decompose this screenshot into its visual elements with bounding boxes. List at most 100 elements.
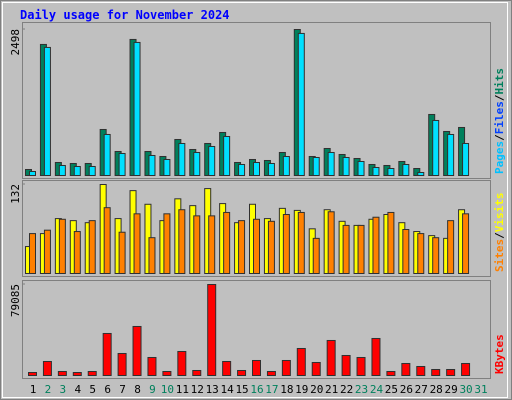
bar bbox=[447, 133, 455, 176]
bar bbox=[327, 151, 335, 176]
chart-title: Daily usage for November 2024 bbox=[20, 8, 230, 22]
bar bbox=[253, 218, 260, 274]
bar bbox=[342, 156, 350, 177]
bar bbox=[58, 218, 66, 274]
bar bbox=[402, 229, 410, 274]
bar bbox=[223, 211, 231, 274]
x-tick-label: 3 bbox=[60, 383, 67, 396]
bar bbox=[372, 216, 380, 275]
x-tick-label: 18 bbox=[280, 383, 293, 396]
bar bbox=[43, 229, 51, 275]
bar bbox=[208, 215, 216, 274]
bar bbox=[311, 361, 321, 377]
legend: Pages/Files/Hits bbox=[493, 68, 506, 174]
bar bbox=[386, 370, 396, 376]
bar bbox=[73, 165, 81, 177]
bar bbox=[267, 162, 275, 177]
bar bbox=[446, 368, 456, 376]
x-tick-label: 9 bbox=[149, 383, 156, 396]
bar bbox=[296, 347, 306, 377]
x-tick-label: 17 bbox=[265, 383, 278, 396]
bar bbox=[192, 369, 202, 377]
bar bbox=[312, 237, 320, 274]
x-tick-label: 13 bbox=[206, 383, 219, 396]
x-tick-label: 5 bbox=[89, 383, 96, 396]
frame-bevel bbox=[2, 2, 508, 398]
bar bbox=[223, 135, 231, 177]
panel bbox=[22, 22, 491, 179]
x-tick-label: 10 bbox=[161, 383, 174, 396]
bar bbox=[416, 365, 426, 377]
x-tick-label: 6 bbox=[104, 383, 111, 396]
x-tick-label: 14 bbox=[221, 383, 235, 396]
bar bbox=[341, 354, 351, 376]
x-tick-label: 4 bbox=[74, 383, 81, 396]
bar bbox=[148, 154, 156, 176]
bar bbox=[133, 41, 141, 177]
bar bbox=[222, 360, 232, 376]
y-tick-label: 79085 bbox=[9, 284, 22, 317]
bar bbox=[178, 209, 186, 275]
bar bbox=[42, 360, 52, 376]
bar bbox=[132, 325, 142, 377]
x-tick-label: 28 bbox=[430, 383, 443, 396]
bar bbox=[401, 362, 411, 376]
bar bbox=[193, 151, 201, 176]
x-tick-label: 19 bbox=[295, 383, 308, 396]
bar bbox=[147, 356, 157, 376]
bar bbox=[28, 371, 37, 377]
y-tick-label: 2498 bbox=[9, 29, 22, 56]
bar bbox=[462, 213, 470, 274]
y-tick-label: 132 bbox=[9, 184, 22, 204]
bar bbox=[387, 167, 395, 176]
bar bbox=[148, 237, 156, 275]
bar bbox=[252, 359, 261, 377]
bar bbox=[58, 164, 66, 176]
bar bbox=[253, 161, 260, 177]
x-tick-label: 25 bbox=[385, 383, 398, 396]
bar bbox=[162, 370, 172, 376]
bar bbox=[133, 213, 141, 274]
bar bbox=[357, 224, 365, 274]
bar bbox=[417, 233, 425, 275]
bar bbox=[327, 211, 335, 274]
legend-entry: Sites bbox=[493, 239, 506, 272]
x-tick-label: 20 bbox=[310, 383, 323, 396]
bar bbox=[87, 370, 97, 376]
bar bbox=[282, 155, 290, 176]
x-tick-label: 15 bbox=[235, 383, 248, 396]
bar bbox=[72, 371, 82, 377]
bar bbox=[177, 350, 187, 376]
bar bbox=[117, 352, 127, 376]
bar bbox=[297, 211, 305, 274]
bar bbox=[447, 220, 455, 275]
bar bbox=[88, 220, 96, 275]
bar bbox=[342, 224, 350, 274]
bar bbox=[88, 165, 96, 177]
legend-entry: Visits bbox=[493, 193, 506, 233]
bar bbox=[102, 332, 112, 376]
bar bbox=[238, 220, 246, 275]
x-tick-label: 23 bbox=[355, 383, 368, 396]
bar bbox=[118, 152, 126, 177]
bar bbox=[461, 362, 471, 376]
x-tick-label: 11 bbox=[176, 383, 189, 396]
x-tick-label: 21 bbox=[325, 383, 338, 396]
x-tick-label: 22 bbox=[340, 383, 353, 396]
x-tick-label: 7 bbox=[119, 383, 126, 396]
bar bbox=[371, 337, 381, 377]
x-tick-label: 31 bbox=[474, 383, 487, 396]
bar bbox=[402, 163, 410, 176]
x-tick-label: 1 bbox=[30, 383, 37, 396]
bar bbox=[208, 145, 216, 176]
bar bbox=[282, 214, 290, 274]
bar bbox=[357, 160, 365, 176]
bar bbox=[193, 215, 201, 274]
bar bbox=[326, 339, 336, 377]
bar bbox=[207, 284, 217, 376]
x-tick-label: 16 bbox=[250, 383, 263, 396]
legend-entry: KBytes bbox=[493, 334, 506, 374]
bar bbox=[103, 207, 111, 275]
